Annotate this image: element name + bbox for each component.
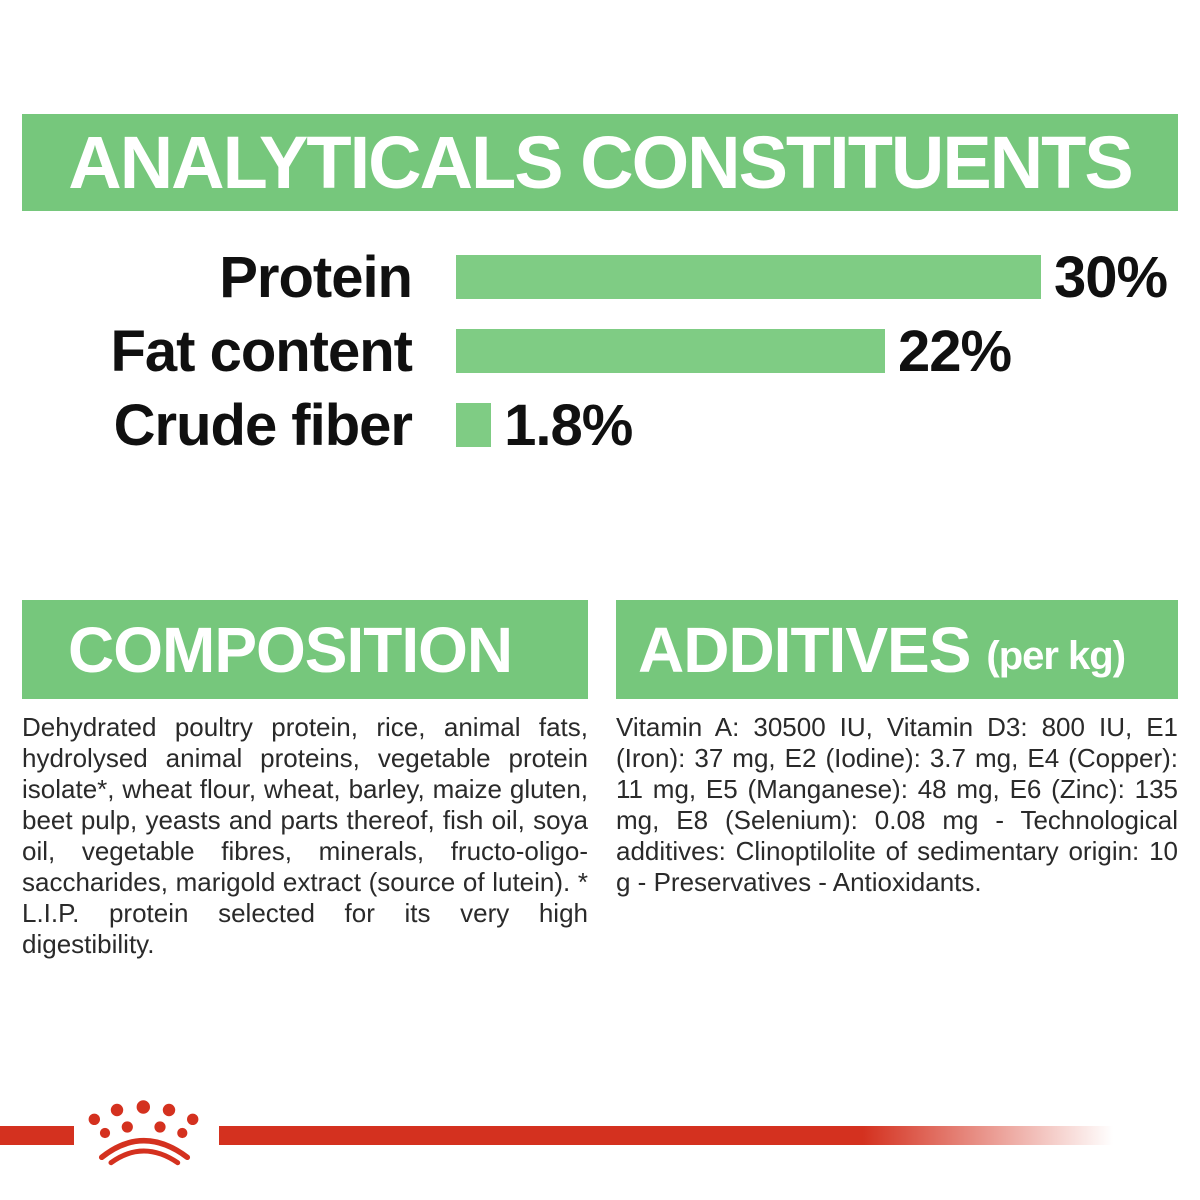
additives-text: Vitamin A: 30500 IU, Vitamin D3: 800 IU,… bbox=[616, 712, 1178, 897]
chart-category-label: Fat content bbox=[110, 318, 413, 384]
additives-banner: ADDITIVES (per kg) bbox=[616, 600, 1178, 699]
chart-row-protein: Protein 30% bbox=[0, 240, 1200, 314]
chart-row-fat-content: Fat content 22% bbox=[0, 314, 1200, 388]
red-stripe-left bbox=[0, 1126, 74, 1145]
composition-section: COMPOSITION Dehydrated poultry protein, … bbox=[22, 600, 588, 960]
chart-value-label: 22% bbox=[898, 318, 1012, 384]
chart-value-label: 1.8% bbox=[504, 392, 633, 458]
composition-banner: COMPOSITION bbox=[22, 600, 588, 699]
chart-row-crude-fiber: Crude fiber 1.8% bbox=[0, 388, 1200, 462]
details-columns: COMPOSITION Dehydrated poultry protein, … bbox=[22, 600, 1178, 960]
fat-content-bar bbox=[456, 329, 885, 373]
additives-section: ADDITIVES (per kg) Vitamin A: 30500 IU, … bbox=[616, 600, 1178, 898]
nutrients-bar-chart: Protein 30% Fat content 22% Crude fiber … bbox=[0, 240, 1200, 462]
analytical-constituents-banner: ANALYTICALS CONSTITUENTS bbox=[22, 114, 1178, 211]
additives-unit-note: (per kg) bbox=[986, 634, 1126, 678]
page-title: ANALYTICALS CONSTITUENTS bbox=[68, 121, 1133, 204]
protein-bar bbox=[456, 255, 1041, 299]
chart-category-label: Crude fiber bbox=[113, 392, 413, 458]
chart-value-label: 30% bbox=[1054, 244, 1168, 310]
composition-title: COMPOSITION bbox=[68, 613, 513, 686]
composition-text: Dehydrated poultry protein, rice, animal… bbox=[22, 712, 588, 959]
chart-category-label: Protein bbox=[219, 244, 413, 310]
crude-fiber-bar bbox=[456, 403, 492, 447]
additives-title: ADDITIVES bbox=[638, 613, 971, 686]
red-stripe-right bbox=[219, 1126, 1113, 1145]
royal-canin-crown-icon bbox=[86, 1097, 201, 1168]
